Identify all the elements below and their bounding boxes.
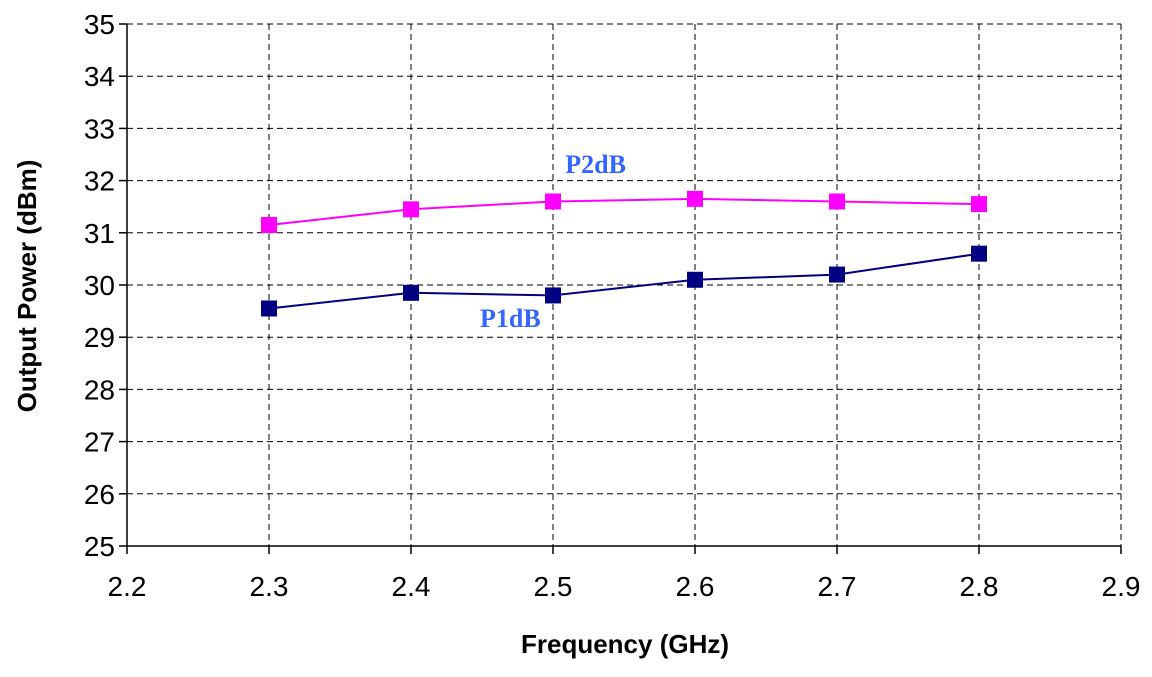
axes xyxy=(119,23,1122,554)
p2db-point xyxy=(829,193,845,210)
y-tick-label: 31 xyxy=(84,218,115,249)
p1db-point xyxy=(971,245,987,262)
x-tick-label: 2.7 xyxy=(818,571,857,602)
x-tick-label: 2.8 xyxy=(960,571,999,602)
p2db-point xyxy=(261,216,277,233)
p2db-point xyxy=(687,190,703,207)
y-tick-label: 27 xyxy=(84,427,115,458)
x-tick-label: 2.2 xyxy=(108,571,147,602)
x-tick-label: 2.4 xyxy=(392,571,431,602)
series-annotations: P2dB P1dB xyxy=(480,150,626,333)
y-tick-label: 33 xyxy=(84,113,115,144)
x-tick-label: 2.6 xyxy=(676,571,715,602)
x-tick-labels: 2.2 2.3 2.4 2.5 2.6 2.7 2.8 2.9 xyxy=(108,571,1141,602)
y-tick-labels: 25 26 27 28 29 30 31 32 33 34 35 xyxy=(84,9,115,562)
y-tick-label: 28 xyxy=(84,374,115,405)
y-tick-label: 26 xyxy=(84,479,115,510)
y-tick-label: 25 xyxy=(84,531,115,562)
x-tick-label: 2.9 xyxy=(1102,571,1141,602)
p1db-point xyxy=(403,284,419,301)
p1db-point xyxy=(545,287,561,304)
p2db-point xyxy=(545,193,561,210)
p1db-point xyxy=(261,300,277,317)
y-tick-label: 32 xyxy=(84,166,115,197)
x-tick-label: 2.5 xyxy=(534,571,573,602)
p1db-line xyxy=(268,252,980,310)
data-series xyxy=(261,190,987,317)
p1db-point xyxy=(687,271,703,288)
p2db-label: P2dB xyxy=(565,150,626,179)
y-tick-label: 35 xyxy=(84,9,115,40)
y-tick-label: 30 xyxy=(84,270,115,301)
x-tick-label: 2.3 xyxy=(250,571,289,602)
y-tick-label: 34 xyxy=(84,61,115,92)
p2db-line xyxy=(268,197,980,226)
y-axis-title: Output Power (dBm) xyxy=(12,160,42,413)
grid-lines xyxy=(127,23,1122,546)
x-axis-title: Frequency (GHz) xyxy=(521,629,729,659)
p1db-point xyxy=(829,266,845,283)
p2db-point xyxy=(403,201,419,218)
p2db-point xyxy=(971,196,987,213)
y-tick-label: 29 xyxy=(84,322,115,353)
p1db-label: P1dB xyxy=(480,304,541,333)
